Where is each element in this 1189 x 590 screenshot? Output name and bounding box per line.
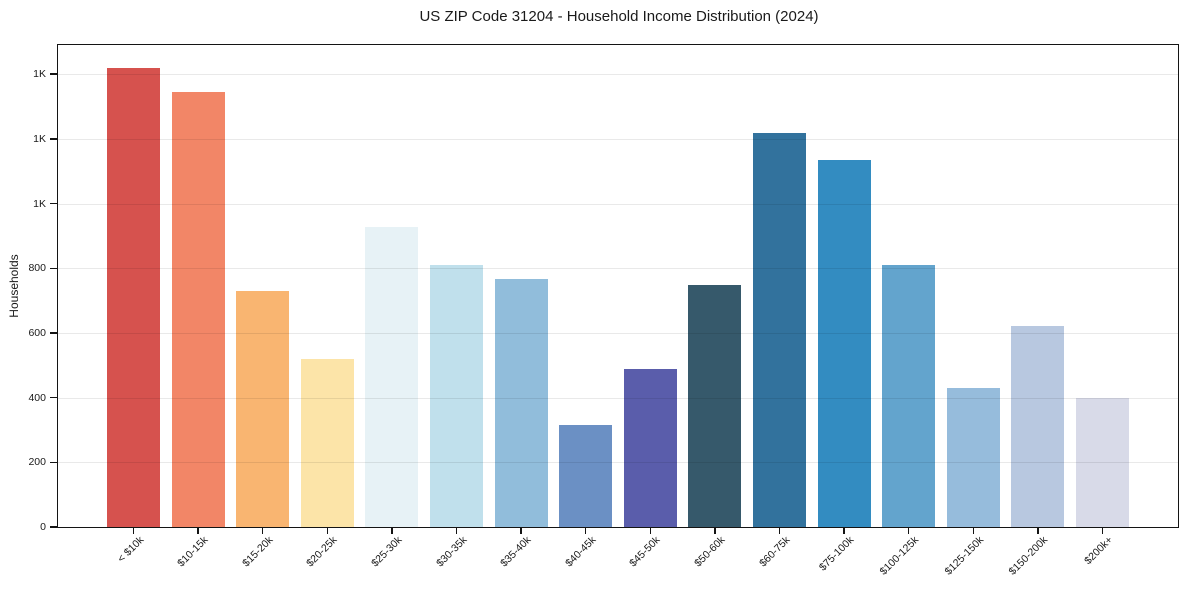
- gridline: [58, 203, 1178, 205]
- gridline: [58, 332, 1178, 334]
- y-tick: [50, 267, 57, 269]
- x-tick: [1037, 527, 1039, 534]
- y-tick: [50, 396, 57, 399]
- x-tick-label: $45-50k: [627, 534, 663, 570]
- y-tick-label: 1K: [33, 132, 46, 145]
- y-tick-label: 0: [40, 521, 46, 533]
- x-tick-label: $100-125k: [877, 534, 922, 578]
- gridline: [58, 462, 1178, 464]
- y-tick: [50, 526, 57, 528]
- y-tick: [50, 138, 57, 140]
- bar-13: [882, 265, 936, 527]
- x-tick-label: < $10k: [114, 534, 146, 565]
- x-tick: [197, 527, 199, 534]
- x-tick: [455, 527, 458, 534]
- y-tick-label: 1K: [33, 68, 46, 81]
- x-tick: [520, 527, 522, 534]
- x-tick-label: $60-75k: [756, 534, 792, 570]
- bar-10: [688, 284, 742, 527]
- y-tick-label: 400: [28, 391, 46, 404]
- x-tick: [972, 527, 975, 534]
- bar-3: [236, 290, 290, 527]
- x-tick: [778, 527, 781, 534]
- x-tick: [326, 527, 329, 534]
- x-tick: [649, 527, 652, 534]
- bar-4: [300, 359, 354, 527]
- x-tick: [1101, 527, 1104, 534]
- x-tick-label: $50-60k: [692, 534, 728, 570]
- x-tick: [843, 527, 845, 534]
- bar-16: [1076, 397, 1129, 527]
- x-tick-label: $30-35k: [433, 534, 469, 570]
- x-tick: [907, 527, 910, 534]
- y-tick: [50, 202, 57, 205]
- chart-title: US ZIP Code 31204 - Household Income Dis…: [419, 8, 819, 25]
- x-tick: [391, 527, 393, 534]
- bar-14: [946, 388, 1000, 527]
- y-tick-label: 600: [28, 326, 46, 339]
- x-tick-label: $150-200k: [1006, 534, 1051, 578]
- x-tick-label: $15-20k: [239, 534, 276, 570]
- x-tick: [714, 527, 716, 534]
- bar-5: [365, 226, 419, 527]
- bar-7: [494, 278, 548, 527]
- y-tick-label: 800: [28, 262, 46, 275]
- x-tick-label: $75-100k: [817, 534, 857, 574]
- bar-9: [623, 368, 677, 527]
- x-tick: [132, 527, 135, 534]
- bar-12: [817, 159, 871, 527]
- bar-2: [171, 91, 225, 527]
- bar-8: [559, 425, 613, 527]
- gridline: [58, 268, 1178, 270]
- y-tick: [50, 73, 57, 75]
- y-tick-label: 1K: [33, 197, 46, 210]
- y-tick: [50, 461, 57, 464]
- x-tick-label: $200k+: [1081, 534, 1115, 568]
- bar-15: [1011, 325, 1065, 527]
- y-tick: [50, 332, 57, 334]
- bar-6: [430, 265, 483, 527]
- x-tick-label: $25-30k: [369, 534, 405, 570]
- x-tick-label: $40-45k: [562, 534, 599, 570]
- gridline: [58, 74, 1178, 76]
- bar-11: [753, 133, 806, 527]
- plot-area: < $10k $10-15k $15-20k $20-25k $25-30k $30-35…: [28, 44, 1179, 578]
- gridline: [58, 138, 1178, 140]
- x-tick-label: $20-25k: [304, 534, 340, 570]
- x-tick-label: $35-40k: [498, 534, 534, 570]
- x-tick: [584, 527, 587, 534]
- bar-1: [107, 67, 160, 527]
- gridline: [58, 397, 1178, 399]
- x-tick-label: $10-15k: [175, 534, 211, 570]
- x-tick: [261, 527, 264, 534]
- x-tick-label: $125-150k: [942, 534, 986, 578]
- y-tick-label: 200: [28, 456, 46, 469]
